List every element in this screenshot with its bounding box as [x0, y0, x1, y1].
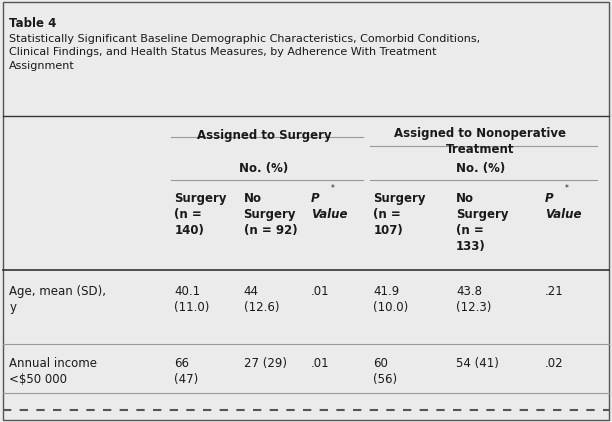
Text: .21: .21: [545, 285, 564, 298]
Text: No. (%): No. (%): [239, 162, 289, 176]
Text: P
Value: P Value: [545, 192, 581, 221]
Text: Annual income
<$50 000: Annual income <$50 000: [9, 357, 97, 386]
Text: No. (%): No. (%): [456, 162, 505, 176]
Text: No
Surgery
(n = 92): No Surgery (n = 92): [244, 192, 297, 237]
Text: 41.9
(10.0): 41.9 (10.0): [373, 285, 409, 314]
Text: Table 4: Table 4: [9, 17, 56, 30]
Text: 44
(12.6): 44 (12.6): [244, 285, 279, 314]
Text: 27 (29): 27 (29): [244, 357, 286, 370]
Text: P
Value: P Value: [311, 192, 348, 221]
Text: Assigned to Nonoperative
Treatment: Assigned to Nonoperative Treatment: [394, 127, 567, 156]
Text: Assigned to Surgery: Assigned to Surgery: [197, 129, 331, 142]
Text: Age, mean (SD),
y: Age, mean (SD), y: [9, 285, 106, 314]
Text: *: *: [564, 184, 568, 193]
Text: No
Surgery
(n =
133): No Surgery (n = 133): [456, 192, 509, 253]
Text: .02: .02: [545, 357, 563, 370]
Text: 54 (41): 54 (41): [456, 357, 499, 370]
Text: *: *: [330, 184, 334, 193]
Text: Statistically Significant Baseline Demographic Characteristics, Comorbid Conditi: Statistically Significant Baseline Demog…: [9, 34, 480, 71]
Text: 40.1
(11.0): 40.1 (11.0): [174, 285, 210, 314]
Text: Surgery
(n =
107): Surgery (n = 107): [373, 192, 426, 237]
Text: 43.8
(12.3): 43.8 (12.3): [456, 285, 491, 314]
Text: 66
(47): 66 (47): [174, 357, 199, 386]
Text: Surgery
(n =
140): Surgery (n = 140): [174, 192, 227, 237]
Text: 60
(56): 60 (56): [373, 357, 397, 386]
Text: .01: .01: [311, 357, 329, 370]
Text: .01: .01: [311, 285, 329, 298]
